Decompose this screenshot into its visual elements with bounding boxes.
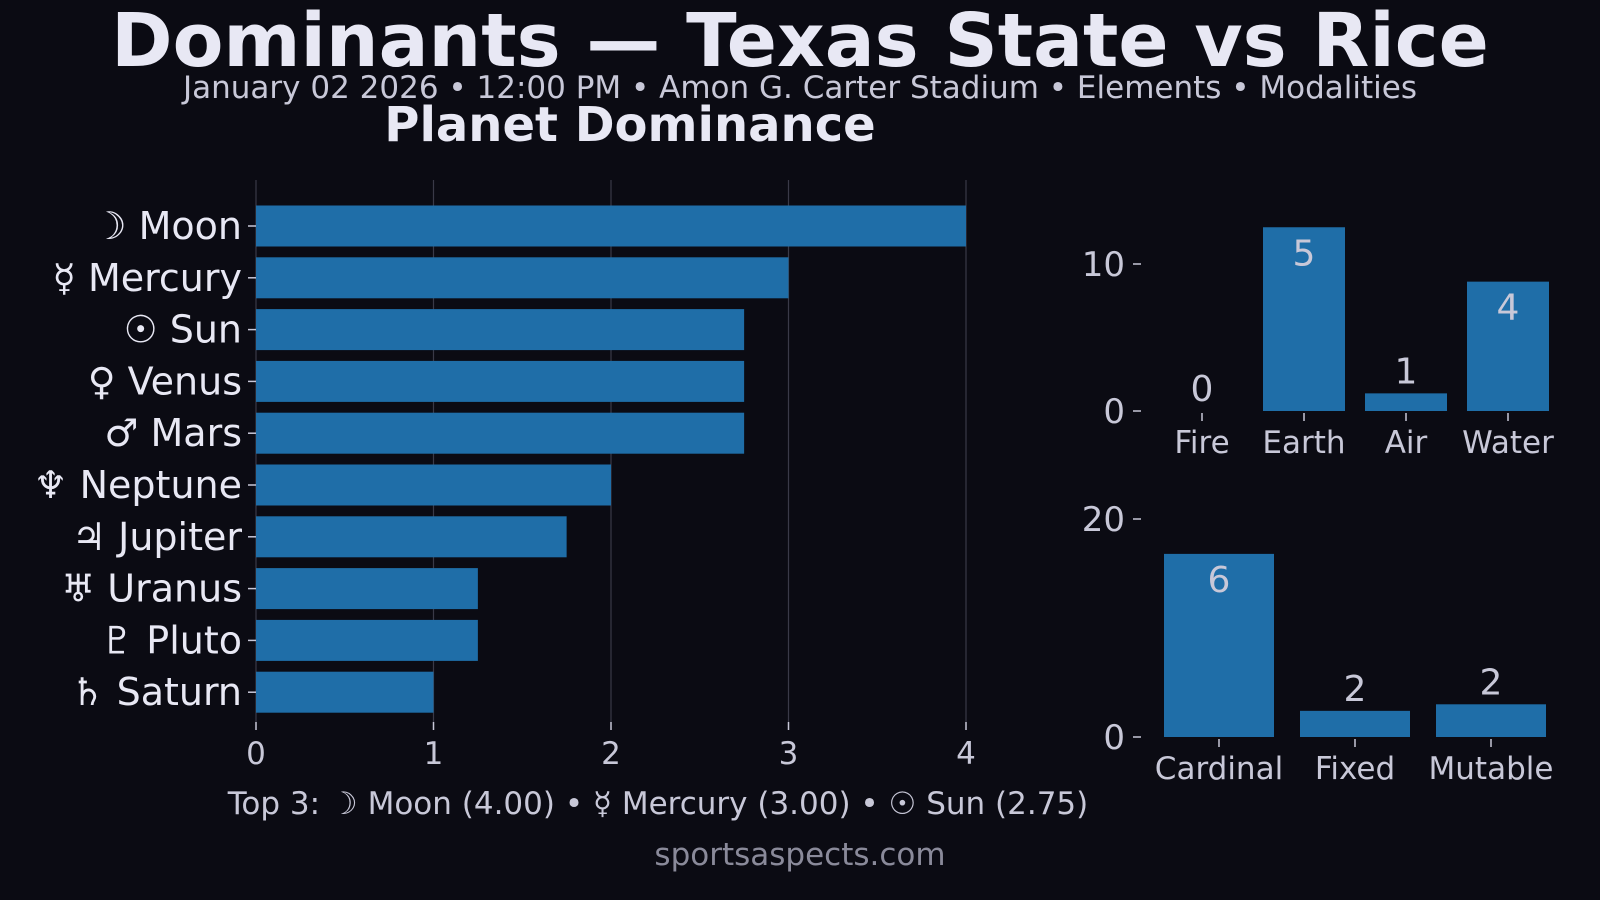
x-tick-label: Fixed: [1315, 751, 1395, 787]
y-tick-label: ♇ Pluto: [100, 618, 242, 662]
bar-9: [256, 671, 434, 713]
y-tick-label: ♆ Neptune: [33, 463, 242, 507]
x-tick-label: Mutable: [1429, 751, 1554, 787]
bar-7: [256, 568, 478, 610]
bar-6: [256, 516, 567, 558]
x-tick-label: Water: [1462, 425, 1554, 461]
y-tick-label: 0: [1103, 392, 1125, 432]
figure-subtitle: January 02 2026 • 12:00 PM • Amon G. Car…: [181, 70, 1417, 106]
top3-summary: Top 3: ☽ Moon (4.00) • ☿ Mercury (3.00) …: [227, 786, 1089, 822]
bar-mutable: [1436, 704, 1546, 737]
x-tick-label: 0: [246, 736, 266, 772]
data-label: 0: [1191, 369, 1214, 410]
bar-cardinal: [1164, 553, 1274, 737]
y-tick-label: 20: [1082, 500, 1125, 540]
bar-water: [1467, 281, 1549, 411]
bar-air: [1365, 393, 1447, 411]
bar-1: [256, 257, 789, 299]
y-tick-label: ♄ Saturn: [70, 670, 242, 714]
x-tick-label: Earth: [1262, 425, 1345, 461]
figure-title: Dominants — Texas State vs Rice: [111, 0, 1489, 84]
y-tick-label: ♀ Venus: [88, 359, 242, 403]
x-tick-label: 4: [956, 736, 976, 772]
x-tick-label: Fire: [1174, 425, 1229, 461]
x-tick-label: 1: [424, 736, 444, 772]
bar-earth: [1263, 227, 1345, 411]
y-tick-label: ♂ Mars: [104, 411, 242, 455]
planet-chart-title: Planet Dominance: [384, 97, 875, 153]
bar-8: [256, 619, 478, 661]
bar-fixed: [1300, 710, 1410, 737]
y-tick-label: ☉ Sun: [124, 308, 242, 352]
data-label: 1: [1395, 351, 1418, 392]
bar-0: [256, 205, 966, 247]
y-tick-label: 0: [1103, 718, 1125, 758]
y-tick-label: ♅ Uranus: [61, 567, 242, 611]
bar-5: [256, 464, 611, 506]
modalities-chart: 0 20 Cardinal 6 Fixed 2 Mutable 2: [1082, 500, 1554, 787]
x-tick-label: Cardinal: [1155, 751, 1283, 787]
x-tick-label: 3: [779, 736, 799, 772]
y-tick-label: ☽ Moon: [92, 204, 242, 248]
y-tick-label: ♃ Jupiter: [72, 515, 242, 559]
data-label: 5: [1293, 233, 1316, 274]
x-tick-label: Air: [1385, 425, 1428, 461]
elements-chart: 0 10 Fire 0 Earth 5 Air 1 Water 4: [1082, 227, 1554, 461]
data-label: 2: [1344, 669, 1367, 710]
planet-dominance-chart: ☽ Moon ☿ Mercury ☉ Sun ♀ Venus ♂ Mars ♆ Neptu…: [33, 180, 976, 772]
bar-2: [256, 309, 745, 351]
y-tick-label: ☿ Mercury: [53, 256, 242, 300]
data-label: 4: [1497, 288, 1520, 329]
data-label: 6: [1208, 560, 1231, 601]
bar-3: [256, 360, 745, 402]
watermark: sportsaspects.com: [654, 837, 945, 873]
y-tick-label: 10: [1082, 245, 1125, 285]
bar-4: [256, 412, 745, 454]
data-label: 2: [1480, 662, 1503, 703]
x-tick-label: 2: [601, 736, 621, 772]
